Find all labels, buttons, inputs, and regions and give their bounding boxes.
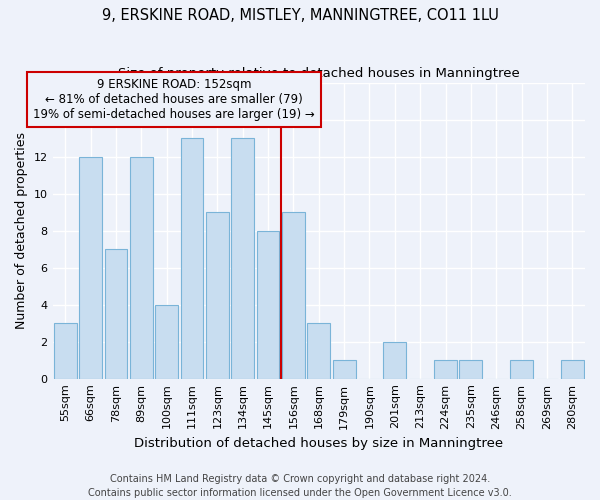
Bar: [561, 360, 584, 378]
Bar: [460, 360, 482, 378]
Bar: [54, 324, 77, 378]
Bar: [510, 360, 533, 378]
Bar: [282, 212, 305, 378]
Bar: [257, 231, 280, 378]
Bar: [307, 324, 330, 378]
Bar: [383, 342, 406, 378]
Bar: [130, 157, 152, 378]
Bar: [155, 305, 178, 378]
Y-axis label: Number of detached properties: Number of detached properties: [15, 132, 28, 330]
Text: 9 ERSKINE ROAD: 152sqm
← 81% of detached houses are smaller (79)
19% of semi-det: 9 ERSKINE ROAD: 152sqm ← 81% of detached…: [34, 78, 315, 121]
Text: Contains HM Land Registry data © Crown copyright and database right 2024.
Contai: Contains HM Land Registry data © Crown c…: [88, 474, 512, 498]
Bar: [79, 157, 102, 378]
Text: 9, ERSKINE ROAD, MISTLEY, MANNINGTREE, CO11 1LU: 9, ERSKINE ROAD, MISTLEY, MANNINGTREE, C…: [101, 8, 499, 22]
Bar: [434, 360, 457, 378]
Bar: [181, 138, 203, 378]
Bar: [333, 360, 356, 378]
Bar: [231, 138, 254, 378]
Bar: [104, 250, 127, 378]
X-axis label: Distribution of detached houses by size in Manningtree: Distribution of detached houses by size …: [134, 437, 503, 450]
Title: Size of property relative to detached houses in Manningtree: Size of property relative to detached ho…: [118, 68, 520, 80]
Bar: [206, 212, 229, 378]
